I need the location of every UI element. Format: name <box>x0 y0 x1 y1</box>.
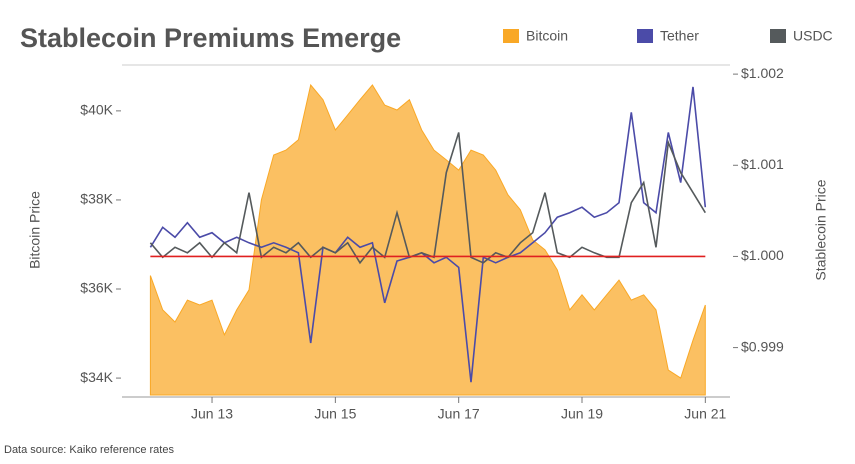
x-tick-label: Jun 15 <box>314 406 356 422</box>
y-tick-label: $36K <box>80 280 113 296</box>
chart-title: Stablecoin Premiums Emerge <box>20 23 401 53</box>
y2-axis-label: Stablecoin Price <box>813 179 829 280</box>
y-tick-label: $34K <box>80 369 113 385</box>
legend-swatch <box>637 29 653 43</box>
legend-swatch <box>503 29 519 43</box>
series-line <box>149 86 707 383</box>
y-axis-label: Bitcoin Price <box>27 191 43 269</box>
bitcoin-area <box>149 83 706 396</box>
source-note: Data source: Kaiko reference rates <box>4 444 174 456</box>
legend-label: USDC <box>793 28 833 44</box>
legend-label: Bitcoin <box>526 28 568 44</box>
legend-label: Tether <box>660 28 699 44</box>
y2-tick-label: $1.002 <box>741 65 784 81</box>
y-tick-label: $38K <box>80 191 113 207</box>
x-tick-label: Jun 17 <box>438 406 480 422</box>
y2-tick-label: $1.001 <box>741 156 784 172</box>
x-tick-label: Jun 13 <box>191 406 233 422</box>
y2-tick-label: $0.999 <box>741 338 784 354</box>
legend-swatch <box>770 29 786 43</box>
x-tick-label: Jun 19 <box>561 406 603 422</box>
series-line <box>149 132 706 265</box>
x-tick-label: Jun 21 <box>684 406 726 422</box>
y2-tick-label: $1.000 <box>741 247 784 263</box>
y-tick-label: $40K <box>80 102 113 118</box>
